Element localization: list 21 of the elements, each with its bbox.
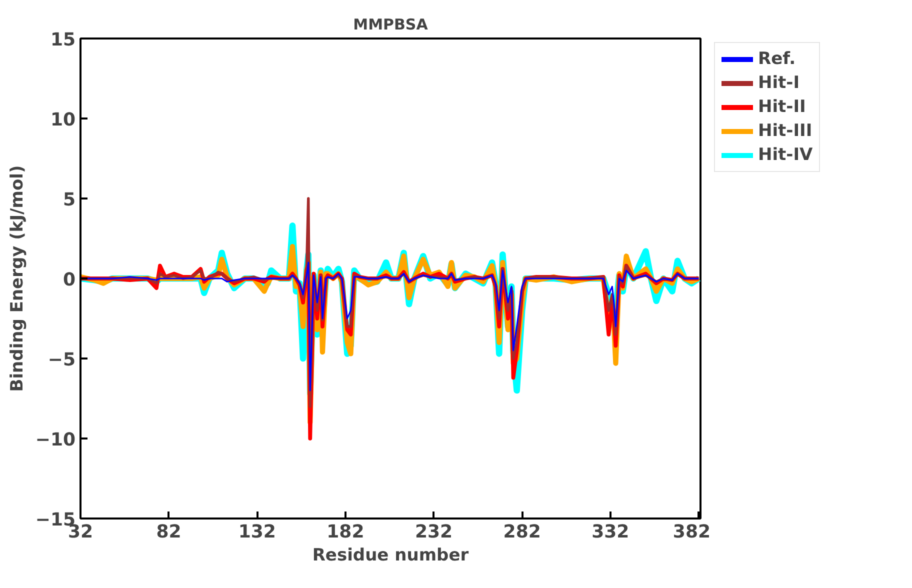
y-tick-label: −10 bbox=[35, 430, 76, 450]
x-tick-label: 382 bbox=[672, 522, 711, 542]
y-tick-label: 10 bbox=[50, 110, 76, 130]
x-tick-label: 82 bbox=[156, 522, 182, 542]
legend-label: Hit-II bbox=[758, 97, 806, 117]
y-tick-label: 0 bbox=[62, 270, 76, 290]
x-tick-label: 232 bbox=[414, 522, 453, 542]
legend-label: Ref. bbox=[758, 49, 796, 69]
y-tick-label: −5 bbox=[48, 350, 76, 370]
x-tick-label: 182 bbox=[326, 522, 364, 542]
legend-label: Hit-III bbox=[758, 121, 812, 141]
y-axis-title: Binding Energy (kJ/mol) bbox=[7, 165, 28, 392]
x-axis-title: Residue number bbox=[312, 546, 470, 566]
chart-title: MMPBSA bbox=[353, 16, 428, 34]
x-tick-label: 282 bbox=[503, 522, 541, 542]
y-tick-label: 5 bbox=[62, 190, 76, 210]
x-tick-label: 132 bbox=[238, 522, 276, 542]
y-tick-label: 15 bbox=[50, 30, 76, 50]
x-tick-label: 332 bbox=[592, 522, 630, 542]
legend-label: Hit-IV bbox=[758, 145, 813, 165]
legend-label: Hit-I bbox=[758, 73, 800, 93]
